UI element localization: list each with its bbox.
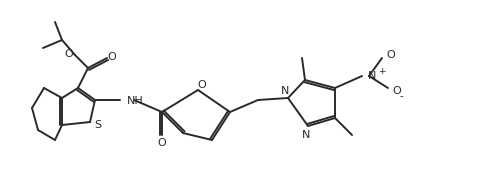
Text: S: S	[94, 120, 102, 130]
Text: +: +	[378, 67, 386, 76]
Text: O: O	[108, 52, 116, 62]
Text: O: O	[198, 80, 206, 90]
Text: -: -	[400, 91, 404, 101]
Text: O: O	[158, 138, 166, 148]
Text: N: N	[368, 71, 376, 81]
Text: N: N	[281, 86, 289, 96]
Text: O: O	[386, 50, 395, 60]
Text: O: O	[392, 86, 401, 96]
Text: NH: NH	[127, 96, 144, 106]
Text: N: N	[302, 130, 310, 140]
Text: O: O	[64, 49, 74, 59]
